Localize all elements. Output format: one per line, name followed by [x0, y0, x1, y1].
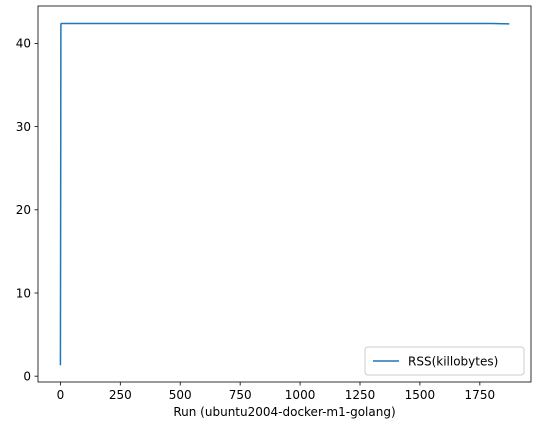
x-tick-label: 1500 — [405, 388, 436, 402]
series-layer — [59, 22, 510, 366]
legend-box — [364, 346, 525, 376]
y-tick-label: 10 — [16, 286, 31, 300]
axes-frame — [37, 5, 532, 383]
legend: RSS(killobytes) — [364, 346, 525, 376]
x-tick-label: 500 — [169, 388, 192, 402]
x-tick-label: 1750 — [465, 388, 496, 402]
y-tick-label: 30 — [16, 120, 31, 134]
x-axis-label: Run (ubuntu2004-docker-m1-golang) — [173, 405, 395, 419]
x-tick-label: 1250 — [345, 388, 376, 402]
y-axis-ticks: 0 10 20 30 40 — [16, 37, 38, 383]
x-tick-label: 250 — [109, 388, 132, 402]
x-tick-label: 1000 — [285, 388, 316, 402]
x-axis-ticks: 0 250 500 750 1000 1250 1500 1750 — [57, 382, 496, 402]
legend-label: RSS(killobytes) — [408, 354, 498, 368]
series-line-0 — [59, 22, 510, 366]
y-tick-label: 20 — [16, 203, 31, 217]
y-tick-label: 40 — [16, 37, 31, 51]
y-tick-label: 0 — [23, 369, 31, 383]
x-tick-label: 0 — [57, 388, 65, 402]
plot-area — [37, 5, 532, 383]
x-tick-label: 750 — [229, 388, 252, 402]
